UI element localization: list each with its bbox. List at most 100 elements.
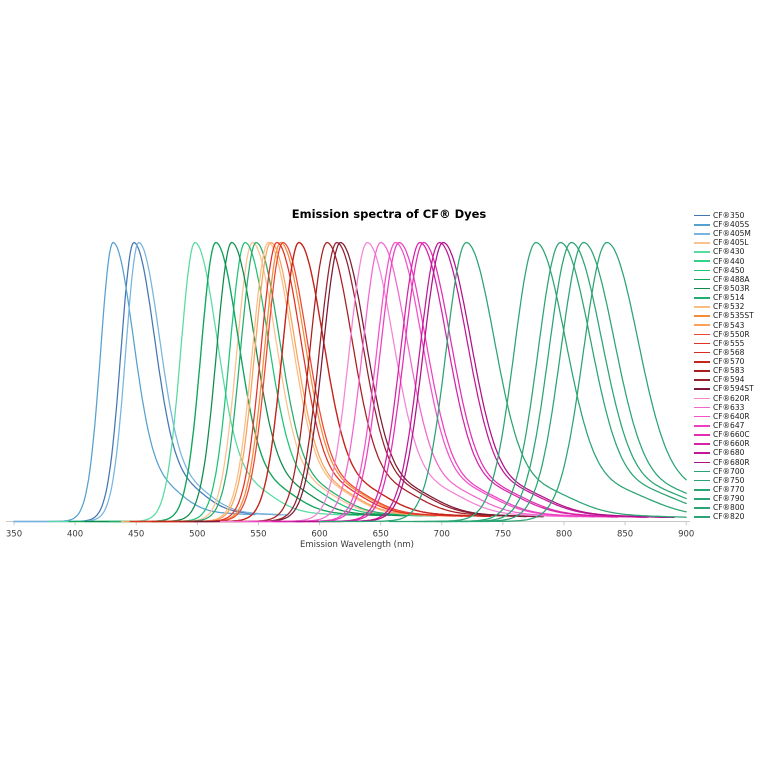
legend-swatch-line [694, 507, 710, 509]
legend-label: CF®620R [713, 393, 750, 403]
legend-swatch-line [694, 214, 710, 217]
x-tick-label: 600 [311, 530, 327, 540]
legend-item: CF®550R [694, 330, 754, 339]
legend-item: CF®570 [694, 357, 754, 366]
legend-swatch-line [694, 388, 710, 391]
legend-label: CF®660C [713, 430, 750, 440]
x-axis-label: Emission Wavelength (nm) [300, 540, 414, 550]
legend-item: CF®583 [694, 366, 754, 375]
spectrum-curve [459, 241, 687, 523]
legend-item: CF®503R [694, 284, 754, 293]
legend-label: CF®647 [713, 421, 745, 431]
legend-swatch-line [694, 470, 710, 473]
legend-swatch-line [694, 443, 710, 445]
x-tick-label: 500 [189, 530, 205, 540]
legend-label: CF®790 [713, 494, 745, 504]
legend-swatch-line [694, 306, 710, 308]
legend-label: CF®550R [713, 329, 750, 339]
legend-label: CF®430 [713, 247, 745, 257]
x-tick-label: 400 [67, 530, 83, 540]
legend-item: CF®405L [694, 238, 754, 247]
legend-label: CF®568 [713, 347, 745, 357]
spectrum-curve [318, 241, 687, 523]
legend-swatch-line [694, 278, 710, 281]
legend-label: CF®488A [713, 274, 750, 284]
legend-swatch-line [694, 479, 710, 482]
x-tick-label: 900 [678, 530, 694, 540]
legend-label: CF®555 [713, 338, 745, 348]
legend-swatch-line [694, 379, 710, 381]
spectrum-curve [13, 241, 256, 523]
legend-swatch-line [694, 269, 710, 272]
legend-swatch-line [694, 223, 710, 226]
legend-swatch-line [694, 488, 710, 491]
legend-label: CF®535ST [713, 311, 754, 321]
spectrum-curve [233, 241, 596, 523]
legend-label: CF®820 [713, 512, 745, 522]
legend-item: CF®430 [694, 248, 754, 257]
legend-item: CF®514 [694, 293, 754, 302]
legend-item: CF®770 [694, 485, 754, 494]
spectrum-curve [13, 241, 282, 523]
legend-label: CF®503R [713, 283, 750, 293]
legend-label: CF®405S [713, 219, 750, 229]
legend-item: CF®620R [694, 394, 754, 403]
spectrum-curve [189, 241, 539, 523]
spectrum-curve [295, 241, 675, 523]
chart-title: Emission spectra of CF® Dyes [291, 207, 487, 221]
x-tick-label: 350 [6, 530, 22, 540]
legend-label: CF®405M [713, 229, 751, 239]
legend-label: CF®633 [713, 402, 745, 412]
legend-item: CF®488A [694, 275, 754, 284]
spectrum-curve [108, 241, 437, 523]
legend-item: CF®350 [694, 211, 754, 220]
legend: CF®350 CF®405S CF®405M CF®405L CF®430 CF®440 C… [694, 211, 754, 522]
legend-label: CF®680R [713, 457, 750, 467]
x-tick-label: 750 [495, 530, 511, 540]
legend-swatch-line [694, 297, 710, 299]
legend-label: CF®450 [713, 265, 745, 275]
legend-item: CF®594ST [694, 385, 754, 394]
legend-swatch-line [694, 242, 710, 244]
legend-item: CF®568 [694, 348, 754, 357]
legend-label: CF®800 [713, 503, 745, 513]
legend-swatch-line [694, 434, 710, 436]
spectrum-curve [292, 241, 670, 523]
legend-swatch-line [694, 333, 710, 336]
legend-swatch-line [694, 415, 710, 418]
legend-swatch-line [694, 406, 710, 409]
legend-item: CF®660C [694, 430, 754, 439]
legend-label: CF®532 [713, 302, 745, 312]
legend-swatch-line [694, 370, 710, 372]
legend-swatch-line [694, 233, 710, 235]
legend-label: CF®514 [713, 293, 745, 303]
x-tick-label: 700 [434, 530, 450, 540]
spectrum-curve [133, 241, 469, 523]
legend-item: CF®543 [694, 321, 754, 330]
x-tick-label: 450 [128, 530, 144, 540]
legend-label: CF®750 [713, 475, 745, 485]
x-tick-label: 850 [617, 530, 633, 540]
legend-item: CF®660R [694, 440, 754, 449]
legend-swatch-line [694, 342, 710, 345]
legend-swatch-line [694, 452, 710, 455]
legend-item: CF®700 [694, 467, 754, 476]
legend-label: CF®680 [713, 448, 745, 458]
x-tick-label: 550 [250, 530, 266, 540]
legend-item: CF®450 [694, 266, 754, 275]
legend-label: CF®700 [713, 466, 745, 476]
legend-item: CF®647 [694, 421, 754, 430]
legend-swatch-line [694, 260, 710, 263]
legend-item: CF®535ST [694, 312, 754, 321]
legend-swatch-line [694, 315, 710, 317]
legend-label: CF®543 [713, 320, 745, 330]
legend-item: CF®440 [694, 257, 754, 266]
legend-item: CF®680 [694, 449, 754, 458]
legend-item: CF®594 [694, 376, 754, 385]
legend-label: CF®405L [713, 238, 749, 248]
legend-label: CF®660R [713, 439, 750, 449]
legend-swatch-line [694, 516, 710, 518]
legend-swatch-line [694, 425, 710, 427]
legend-label: CF®770 [713, 485, 745, 495]
legend-item: CF®750 [694, 476, 754, 485]
